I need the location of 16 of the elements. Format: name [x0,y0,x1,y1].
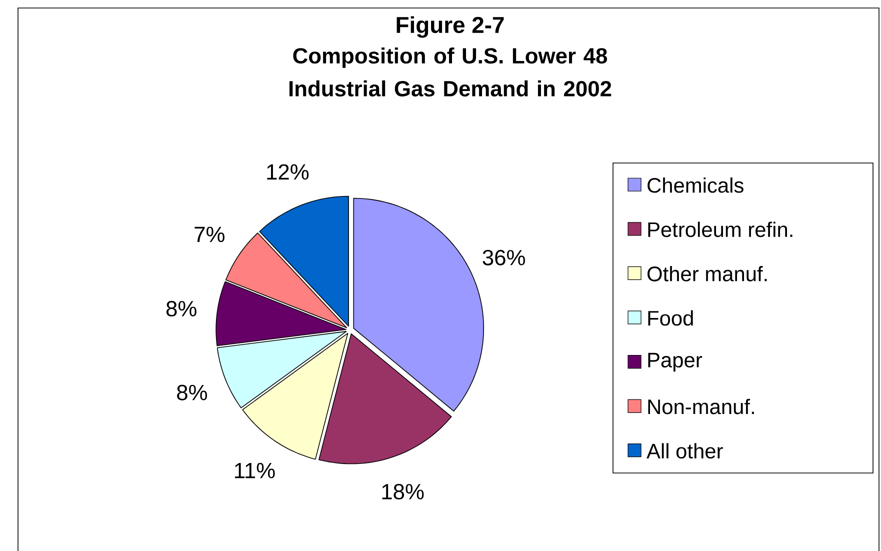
legend-label: Non-manuf. [648,398,754,414]
data-label: 12% [267,164,309,180]
data-label: 36% [482,250,525,266]
data-label: 18% [382,484,424,500]
legend-label: Paper [648,352,702,372]
data-label: 8% [166,300,196,316]
legend-label: All other [646,443,723,459]
data-label: 11% [235,462,275,478]
legend-label: Other manuf. [648,266,767,282]
legend-label: Petroleum refin. [648,222,792,238]
legend-label: Chemicals [648,177,744,193]
data-label: 8% [177,384,208,400]
data-label: 7% [194,226,224,242]
legend-label: Food [648,310,693,326]
chart-title: Figure 2-7 [396,16,504,38]
chart-subtitle: Composition of U.S. Lower 48 Industrial Gas Demand in 2002 [289,47,612,96]
